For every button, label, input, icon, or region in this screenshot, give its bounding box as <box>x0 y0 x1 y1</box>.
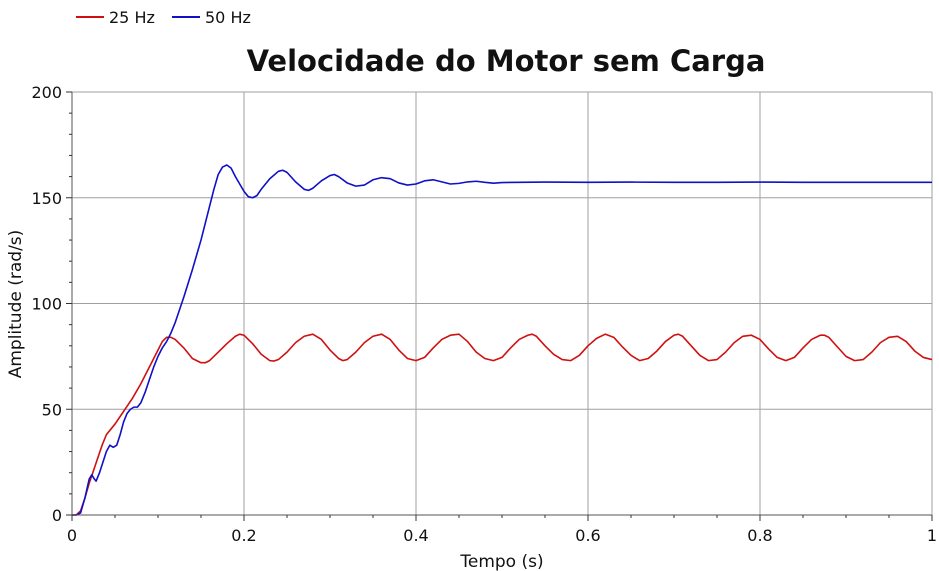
x-axis-ticks: 0 0.2 0.4 0.6 0.8 1 <box>67 515 937 545</box>
x-tick-label: 1 <box>927 526 937 545</box>
x-tick-label: 0.8 <box>747 526 772 545</box>
x-tick-label: 0 <box>67 526 77 545</box>
y-tick-label: 200 <box>31 83 62 102</box>
x-tick-label: 0.2 <box>231 526 256 545</box>
grid-lines <box>72 91 933 515</box>
x-axis-label: Tempo (s) <box>459 552 543 571</box>
series-layer <box>72 164 933 516</box>
y-tick-label: 50 <box>42 400 62 419</box>
y-tick-label: 0 <box>52 506 62 525</box>
y-tick-label: 100 <box>31 295 62 314</box>
series-line-50-hz <box>72 164 932 516</box>
legend: 25 Hz 50 Hz <box>76 8 251 27</box>
y-axis-ticks: 0 50 100 150 200 <box>31 83 72 525</box>
x-tick-label: 0.6 <box>575 526 600 545</box>
y-tick-label: 150 <box>31 189 62 208</box>
series-line-25-hz <box>72 333 933 516</box>
y-axis-label: Amplitude (rad/s) <box>6 230 26 379</box>
legend-label: 25 Hz <box>109 8 155 27</box>
x-tick-label: 0.4 <box>403 526 428 545</box>
legend-label: 50 Hz <box>205 8 251 27</box>
chart-title: Velocidade do Motor sem Carga <box>247 44 766 78</box>
